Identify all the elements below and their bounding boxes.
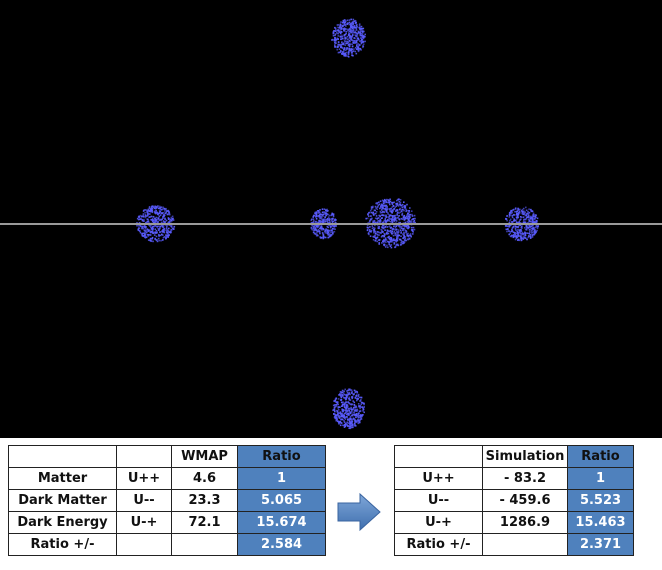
ratio-value: 2.371 <box>567 533 634 556</box>
ratio-value: 5.523 <box>567 489 634 512</box>
table-row: Matter U++ 4.6 1 <box>8 467 326 490</box>
simulation-value: - 459.6 <box>482 489 568 512</box>
ratio-value: 1 <box>237 467 326 490</box>
table-row: Ratio +/- 2.371 <box>394 533 634 556</box>
row-symbol: U-+ <box>394 511 483 534</box>
row-symbol: U-+ <box>116 511 172 534</box>
ratio-value: 2.584 <box>237 533 326 556</box>
particle-cluster-bottom <box>332 388 365 430</box>
table-row: U-- - 459.6 5.523 <box>394 489 634 512</box>
simulation-value: - 83.2 <box>482 467 568 490</box>
ratio-value: 15.674 <box>237 511 326 534</box>
ratio-value: 1 <box>567 467 634 490</box>
row-label: Ratio +/- <box>8 533 117 556</box>
particle-cluster-center-small <box>310 208 337 240</box>
simulation-view <box>0 0 662 438</box>
row-symbol <box>116 533 172 556</box>
wmap-value: 23.3 <box>171 489 238 512</box>
header-cell-simulation: Simulation <box>482 445 568 468</box>
row-symbol: U-- <box>394 489 483 512</box>
right-arrow-icon <box>337 492 381 532</box>
header-cell <box>116 445 172 468</box>
header-cell-ratio: Ratio <box>567 445 634 468</box>
wmap-value: 72.1 <box>171 511 238 534</box>
row-symbol: U++ <box>116 467 172 490</box>
table-header-row: WMAP Ratio <box>8 445 326 468</box>
table-header-row: Simulation Ratio <box>394 445 634 468</box>
header-cell-ratio: Ratio <box>237 445 326 468</box>
wmap-value <box>171 533 238 556</box>
table-row: Dark Matter U-- 23.3 5.065 <box>8 489 326 512</box>
table-row: U-+ 1286.9 15.463 <box>394 511 634 534</box>
row-label: Dark Matter <box>8 489 117 512</box>
header-cell <box>394 445 483 468</box>
row-symbol: Ratio +/- <box>394 533 483 556</box>
table-row: Dark Energy U-+ 72.1 15.674 <box>8 511 326 534</box>
row-label: Matter <box>8 467 117 490</box>
row-label: Dark Energy <box>8 511 117 534</box>
simulation-value: 1286.9 <box>482 511 568 534</box>
row-symbol: U-- <box>116 489 172 512</box>
particle-cluster-right <box>504 206 539 242</box>
header-cell <box>8 445 117 468</box>
header-cell-wmap: WMAP <box>171 445 238 468</box>
ratio-value: 15.463 <box>567 511 634 534</box>
particle-cluster-top <box>331 18 366 58</box>
ratio-value: 5.065 <box>237 489 326 512</box>
wmap-value: 4.6 <box>171 467 238 490</box>
row-symbol: U++ <box>394 467 483 490</box>
table-row: Ratio +/- 2.584 <box>8 533 326 556</box>
simulation-value <box>482 533 568 556</box>
table-row: U++ - 83.2 1 <box>394 467 634 490</box>
simulation-table: Simulation Ratio U++ - 83.2 1 U-- - 459.… <box>394 445 634 556</box>
wmap-table: WMAP Ratio Matter U++ 4.6 1 Dark Matter … <box>8 445 326 556</box>
